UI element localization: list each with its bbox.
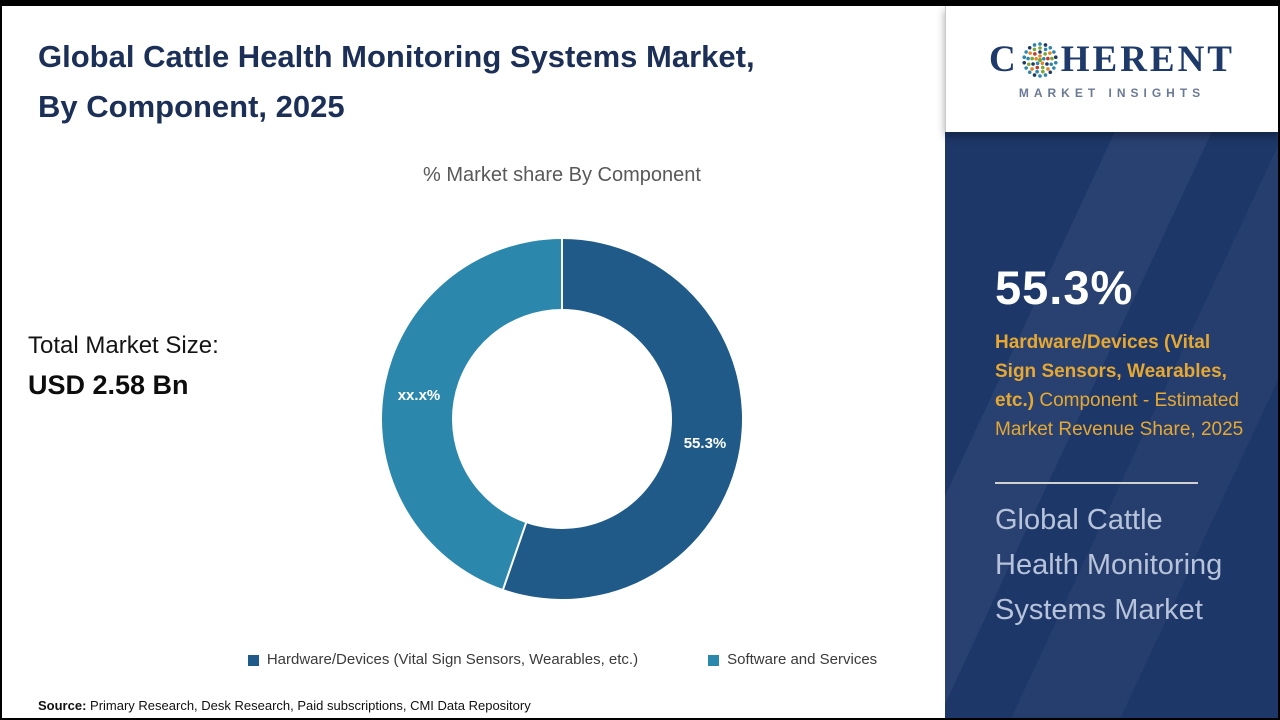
side-panel-body: 55.3% Hardware/Devices (Vital Sign Senso… (945, 132, 1278, 718)
donut-chart: 55.3% xx.x% (382, 238, 743, 599)
total-market-block: Total Market Size: USD 2.58 Bn (28, 332, 219, 401)
source-note: Source: Primary Research, Desk Research,… (38, 698, 531, 713)
market-name: Global Cattle Health Monitoring Systems … (995, 504, 1223, 626)
total-market-value: USD 2.58 Bn (28, 370, 189, 400)
chart-title: % Market share By Component (423, 164, 701, 186)
legend-swatch (708, 655, 720, 666)
chart-legend: Hardware/Devices (Vital Sign Sensors, We… (90, 651, 1035, 668)
brand-logo-subtitle: MARKET INSIGHTS (1018, 86, 1206, 100)
stat-description-bold: Hardware/Devices (Vital Sign Sensors, We… (995, 332, 1227, 411)
legend-item-software: Software and Services (708, 651, 877, 668)
legend-label: Software and Services (727, 651, 878, 668)
source-label: Source: (38, 698, 87, 713)
globe-logo-icon (1022, 41, 1058, 78)
segment-separator (501, 521, 528, 591)
stat-description-rest: Component - Estimated Market Revenue Sha… (995, 390, 1244, 440)
total-market-label: Total Market Size: (28, 332, 219, 359)
stat-value: 55.3% (995, 261, 1134, 314)
pie-segment-label: xx.x% (398, 387, 441, 404)
pie-segment (382, 239, 562, 590)
page-title: Global Cattle Health Monitoring Systems … (38, 32, 918, 132)
source-text: Primary Research, Desk Research, Paid su… (86, 698, 531, 713)
logo-text-suffix: HERENT (1060, 39, 1235, 80)
brand-logo: C HERENT (989, 38, 1235, 81)
legend-item-hardware: Hardware/Devices (Vital Sign Sensors, We… (247, 651, 639, 668)
logo-text-prefix: C (989, 39, 1019, 80)
pie-segment-label: 55.3% (684, 435, 727, 452)
side-panel: C HERENT MARKET INSIGHTS 55.3% Hardware/… (945, 6, 1278, 718)
page-title-line1: Global Cattle Health Monitoring Systems … (38, 39, 755, 74)
pie-segment (503, 239, 743, 599)
brand-logo-area: C HERENT MARKET INSIGHTS (945, 6, 1278, 132)
stat-description: Hardware/Devices (Vital Sign Sensors, We… (995, 328, 1249, 444)
legend-swatch (247, 655, 259, 666)
legend-label: Hardware/Devices (Vital Sign Sensors, We… (266, 651, 639, 668)
page-title-line2: By Component, 2025 (38, 89, 345, 124)
donut-chart-area: 55.3% xx.x% (372, 229, 752, 609)
stat-divider (995, 482, 1198, 484)
